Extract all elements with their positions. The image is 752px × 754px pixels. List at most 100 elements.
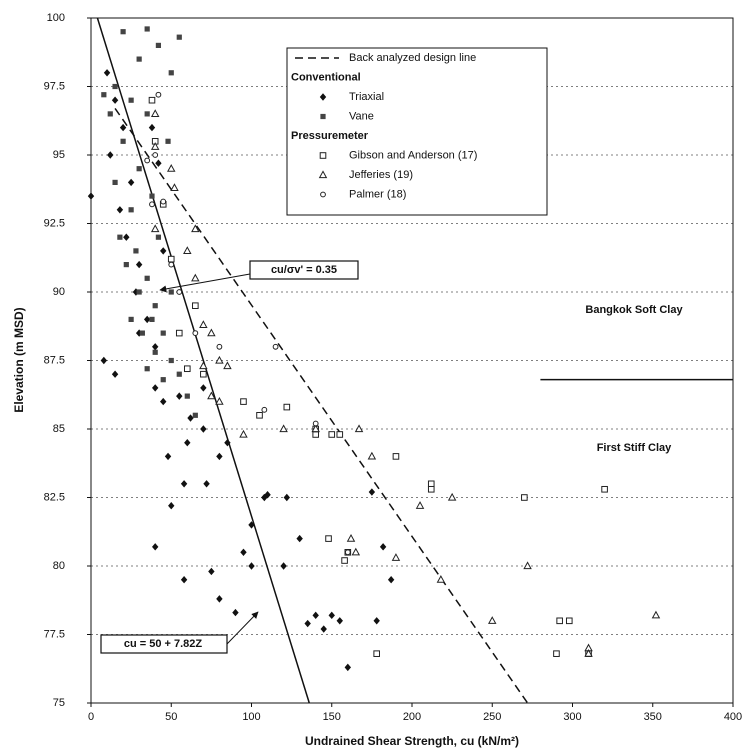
point bbox=[140, 331, 145, 336]
legend-label: Triaxial bbox=[349, 91, 384, 103]
y-tick-label: 85 bbox=[53, 423, 65, 435]
point bbox=[137, 57, 142, 62]
point bbox=[145, 276, 150, 281]
x-tick-label: 350 bbox=[644, 711, 662, 723]
point bbox=[137, 166, 142, 171]
x-tick-label: 50 bbox=[165, 711, 177, 723]
y-tick-label: 97.5 bbox=[44, 80, 65, 92]
point bbox=[169, 262, 174, 267]
point bbox=[185, 394, 190, 399]
point bbox=[149, 317, 154, 322]
y-tick-label: 92.5 bbox=[44, 217, 65, 229]
annotation: cu/σv' = 0.35 bbox=[271, 264, 337, 276]
point bbox=[112, 84, 117, 89]
point bbox=[145, 111, 150, 116]
x-tick-label: 0 bbox=[88, 711, 94, 723]
point bbox=[137, 289, 142, 294]
point bbox=[177, 290, 182, 295]
point bbox=[257, 413, 263, 419]
legend-swatch bbox=[321, 192, 326, 197]
point bbox=[313, 421, 318, 426]
y-tick-label: 82.5 bbox=[44, 491, 65, 503]
annotation: First Stiff Clay bbox=[597, 442, 672, 454]
point bbox=[428, 481, 434, 487]
point bbox=[133, 248, 138, 253]
legend-group-label: Conventional bbox=[291, 71, 361, 83]
legend-swatch bbox=[320, 114, 325, 119]
point bbox=[345, 550, 350, 555]
point bbox=[168, 256, 174, 262]
point bbox=[177, 35, 182, 40]
x-tick-label: 150 bbox=[323, 711, 341, 723]
point bbox=[161, 377, 166, 382]
point bbox=[117, 235, 122, 240]
legend-label: Vane bbox=[349, 110, 374, 122]
point bbox=[153, 303, 158, 308]
point bbox=[185, 366, 191, 372]
y-tick-label: 90 bbox=[53, 286, 65, 298]
y-tick-label: 100 bbox=[47, 12, 65, 24]
legend-label: Palmer (18) bbox=[349, 188, 406, 200]
x-tick-label: 250 bbox=[483, 711, 501, 723]
point bbox=[112, 180, 117, 185]
annotation: Bangkok Soft Clay bbox=[585, 304, 683, 316]
point bbox=[326, 536, 332, 542]
point bbox=[108, 111, 113, 116]
point bbox=[101, 92, 106, 97]
point bbox=[150, 202, 155, 207]
point bbox=[393, 454, 399, 460]
legend-label: Back analyzed design line bbox=[349, 52, 476, 64]
chart: Undrained Shear Strength, cu (kN/m²) Ele… bbox=[0, 0, 752, 754]
legend-label: Gibson and Anderson (17) bbox=[349, 149, 477, 161]
point bbox=[161, 199, 166, 204]
point bbox=[153, 350, 158, 355]
x-axis-title: Undrained Shear Strength, cu (kN/m²) bbox=[305, 734, 519, 748]
point bbox=[342, 558, 348, 564]
point bbox=[566, 618, 572, 624]
point bbox=[313, 432, 319, 438]
point bbox=[129, 207, 134, 212]
point bbox=[129, 317, 134, 322]
point bbox=[273, 344, 278, 349]
legend-label: Jefferies (19) bbox=[349, 169, 413, 181]
point bbox=[169, 70, 174, 75]
x-tick-label: 400 bbox=[724, 711, 742, 723]
point bbox=[522, 495, 528, 501]
point bbox=[165, 139, 170, 144]
point bbox=[156, 43, 161, 48]
y-tick-label: 77.5 bbox=[44, 628, 65, 640]
x-tick-label: 100 bbox=[242, 711, 260, 723]
point bbox=[217, 344, 222, 349]
point bbox=[121, 29, 126, 34]
point bbox=[193, 413, 198, 418]
y-axis-title: Elevation (m MSD) bbox=[12, 307, 26, 412]
point bbox=[201, 371, 207, 377]
x-tick-label: 300 bbox=[563, 711, 581, 723]
point bbox=[161, 331, 166, 336]
annotation: cu = 50 + 7.82Z bbox=[124, 638, 203, 650]
point bbox=[557, 618, 563, 624]
point bbox=[284, 404, 290, 410]
legend-swatch bbox=[320, 153, 326, 159]
point bbox=[129, 98, 134, 103]
point bbox=[121, 139, 126, 144]
point bbox=[149, 97, 155, 103]
point bbox=[176, 330, 182, 336]
point bbox=[177, 372, 182, 377]
point bbox=[145, 158, 150, 163]
point bbox=[156, 92, 161, 97]
y-tick-label: 95 bbox=[53, 149, 65, 161]
y-tick-label: 75 bbox=[53, 697, 65, 709]
point bbox=[156, 235, 161, 240]
point bbox=[193, 303, 199, 309]
y-tick-label: 80 bbox=[53, 560, 65, 572]
point bbox=[241, 399, 247, 405]
point bbox=[374, 651, 380, 657]
point bbox=[602, 486, 608, 492]
point bbox=[149, 194, 154, 199]
point bbox=[169, 358, 174, 363]
point bbox=[554, 651, 560, 657]
point bbox=[145, 26, 150, 31]
point bbox=[337, 432, 343, 438]
point bbox=[145, 366, 150, 371]
